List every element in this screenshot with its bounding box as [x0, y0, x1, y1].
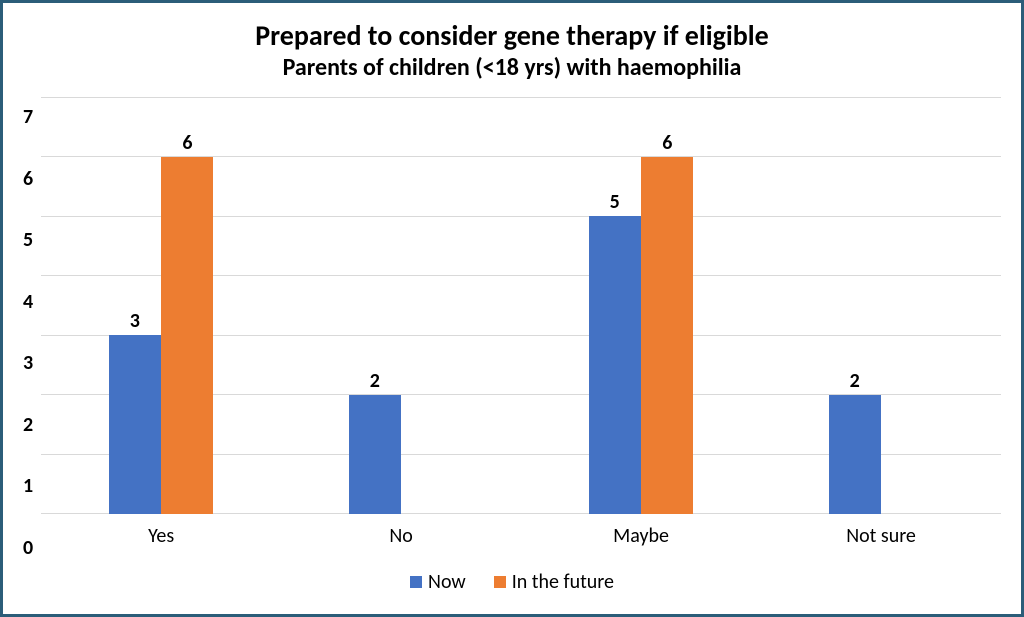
y-axis: 01234567	[23, 97, 41, 548]
x-tick: No	[281, 524, 521, 548]
x-axis: YesNoMaybeNot sure	[41, 524, 1001, 548]
bar	[349, 395, 401, 514]
legend-label: In the future	[512, 570, 614, 594]
category-slot	[41, 97, 281, 514]
category-slot	[281, 97, 521, 514]
legend-label: Now	[428, 570, 466, 594]
bar	[109, 335, 161, 514]
bars-layer	[41, 97, 1001, 514]
bar	[829, 395, 881, 514]
legend: Now In the future	[23, 570, 1001, 594]
x-tick: Not sure	[761, 524, 1001, 548]
legend-item: In the future	[494, 570, 614, 594]
y-tick: 7	[23, 107, 33, 127]
y-tick: 2	[23, 415, 33, 435]
legend-swatch	[410, 576, 422, 588]
y-tick: 6	[23, 169, 33, 189]
bar	[641, 157, 693, 514]
legend-item: Now	[410, 570, 466, 594]
chart-title: Prepared to consider gene therapy if eli…	[23, 18, 1001, 53]
chart-titles: Prepared to consider gene therapy if eli…	[23, 18, 1001, 82]
category-slot	[521, 97, 761, 514]
plot-and-x: 362562 YesNoMaybeNot sure	[41, 97, 1001, 548]
chart-subtitle: Parents of children (<18 yrs) with haemo…	[23, 53, 1001, 82]
x-tick: Maybe	[521, 524, 761, 548]
bar	[161, 157, 213, 514]
y-tick: 1	[23, 476, 33, 496]
x-tick: Yes	[41, 524, 281, 548]
bar	[589, 216, 641, 514]
y-tick: 4	[23, 292, 33, 312]
plot-wrap: 01234567 362562 YesNoMaybeNot sure	[23, 97, 1001, 548]
plot-area: 362562	[41, 97, 1001, 514]
y-tick: 3	[23, 353, 33, 373]
y-tick: 5	[23, 230, 33, 250]
y-tick: 0	[23, 538, 33, 558]
category-slot	[761, 97, 1001, 514]
legend-swatch	[494, 576, 506, 588]
chart-container: Prepared to consider gene therapy if eli…	[0, 0, 1024, 617]
